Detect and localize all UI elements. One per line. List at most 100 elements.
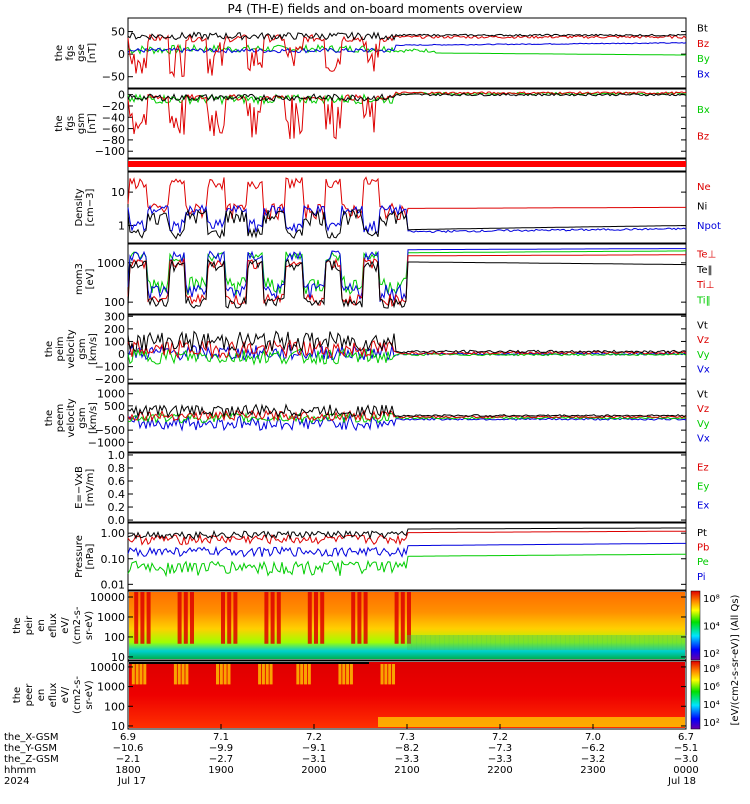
pressure-trace-00cc00 [127,553,687,578]
colorbar-tick: 10⁴ [703,700,720,711]
peir-burst [351,592,356,644]
peer-burst [131,664,135,685]
legend-entry: Ne [697,182,711,193]
legend-entry: Vx [697,365,710,376]
legend-entry: Ez [697,462,709,473]
x-tick-label: −3.3 [488,754,512,765]
colorbar-tick: 10⁴ [703,622,720,633]
y-axis-label: (cm2-s- [72,606,83,644]
peer-burst [296,664,300,685]
x-row-label: 2024 [4,776,29,787]
pressure-trace-dd0000 [127,530,686,546]
y-axis-label: [cm−3] [85,189,96,227]
legend-entry: Bz [697,131,709,142]
peer-lowband [378,717,685,727]
y-axis-label: en [36,689,47,702]
y-tick-label: 0.2 [108,501,126,514]
legend-entry: Vx [697,434,710,445]
peir-burst [270,592,275,644]
panel-frame [127,88,687,159]
y-tick-label: 0 [118,89,125,102]
peer-burst [227,664,231,685]
y-axis-label: E=−VxB [74,466,85,509]
peir-noise [495,635,501,650]
peir-noise [620,635,626,650]
y-axis-label: Pressure [74,535,85,578]
x-row-label: the_Y-GSM [4,743,57,754]
x-tick-label: −6.2 [581,743,605,754]
x-tick-label: Jul 18 [667,776,696,787]
peir-noise [537,635,543,650]
y-tick-label: −1000 [88,436,125,449]
x-tick-label: 0000 [673,765,698,776]
y-tick-label: 0.0 [108,514,126,527]
peer-burst [135,664,139,685]
y-tick-label: 10 [111,186,125,199]
peer-burst [139,664,143,685]
legend-entry: Bx [697,69,710,80]
y-tick-label: 100 [104,631,125,644]
y-tick-label: 500 [104,400,125,413]
peir-noise [639,635,645,650]
peer-burst [258,664,262,685]
y-axis-label: the [44,341,55,357]
peir-noise [513,635,519,650]
peir-noise [611,635,617,650]
y-axis-label: en [36,619,47,632]
y-tick-label: 10 [111,720,125,733]
y-axis-label: the [54,115,65,131]
peir-burst [190,592,194,644]
x-tick-label: 6.7 [678,732,694,743]
peir-noise [500,635,505,650]
x-tick-label: 7.1 [213,732,229,743]
peir-burst [221,592,225,644]
peir-noise [467,635,473,650]
peir-noise [420,635,426,650]
peir-noise [430,635,436,650]
x-tick-label: −7.3 [488,743,512,754]
peer-burst [342,664,346,685]
x-tick-label: 7.3 [399,732,415,743]
peir-noise [602,635,608,650]
y-tick-label: 0.01 [101,578,126,591]
y-tick-label: 0.10 [101,553,126,566]
y-tick-label: 1000 [97,681,125,694]
peir-noise [676,635,682,650]
x-tick-label: −5.1 [674,743,698,754]
peir-noise [565,635,571,650]
x-tick-label: 7.2 [306,732,322,743]
y-axis-label: fgs [65,116,76,131]
peir-noise [616,635,622,650]
peim-velocity-trace-000000 [127,330,687,354]
y-tick-label: −100 [95,361,125,374]
y-tick-label: −80 [102,134,125,147]
pressure-trace-000000 [127,527,686,541]
x-row-label: the_Z-GSM [4,754,59,765]
peir-noise [486,635,492,650]
x-tick-label: −9.9 [209,743,233,754]
peer-burst [261,664,265,685]
peer-burst [388,664,392,685]
y-axis-label: velocity [66,329,77,368]
peir-noise [458,635,464,650]
density-trace-dd0000 [127,176,686,221]
y-tick-label: 0 [118,412,125,425]
peir-noise [593,635,598,650]
panel-frame [127,243,687,315]
peir-noise [569,635,575,650]
y-axis-label: mom3 [74,263,85,295]
legend-entry: Vt [697,389,708,400]
peir-burst [233,592,238,644]
panel-temperature: 1000 100 mom3 [eV] Te⊥ Te‖ Ti⊥ Ti‖ [74,243,716,315]
peer-burst [219,664,223,685]
peir-noise [546,635,552,650]
colorbar [690,590,701,661]
y-tick-label: 0 [118,348,125,361]
peir-noise [644,635,650,650]
y-axis-label: gsm [77,407,88,428]
y-tick-label: 100 [104,335,125,348]
peir-noise [648,635,654,650]
legend-entry: Vz [697,335,709,346]
